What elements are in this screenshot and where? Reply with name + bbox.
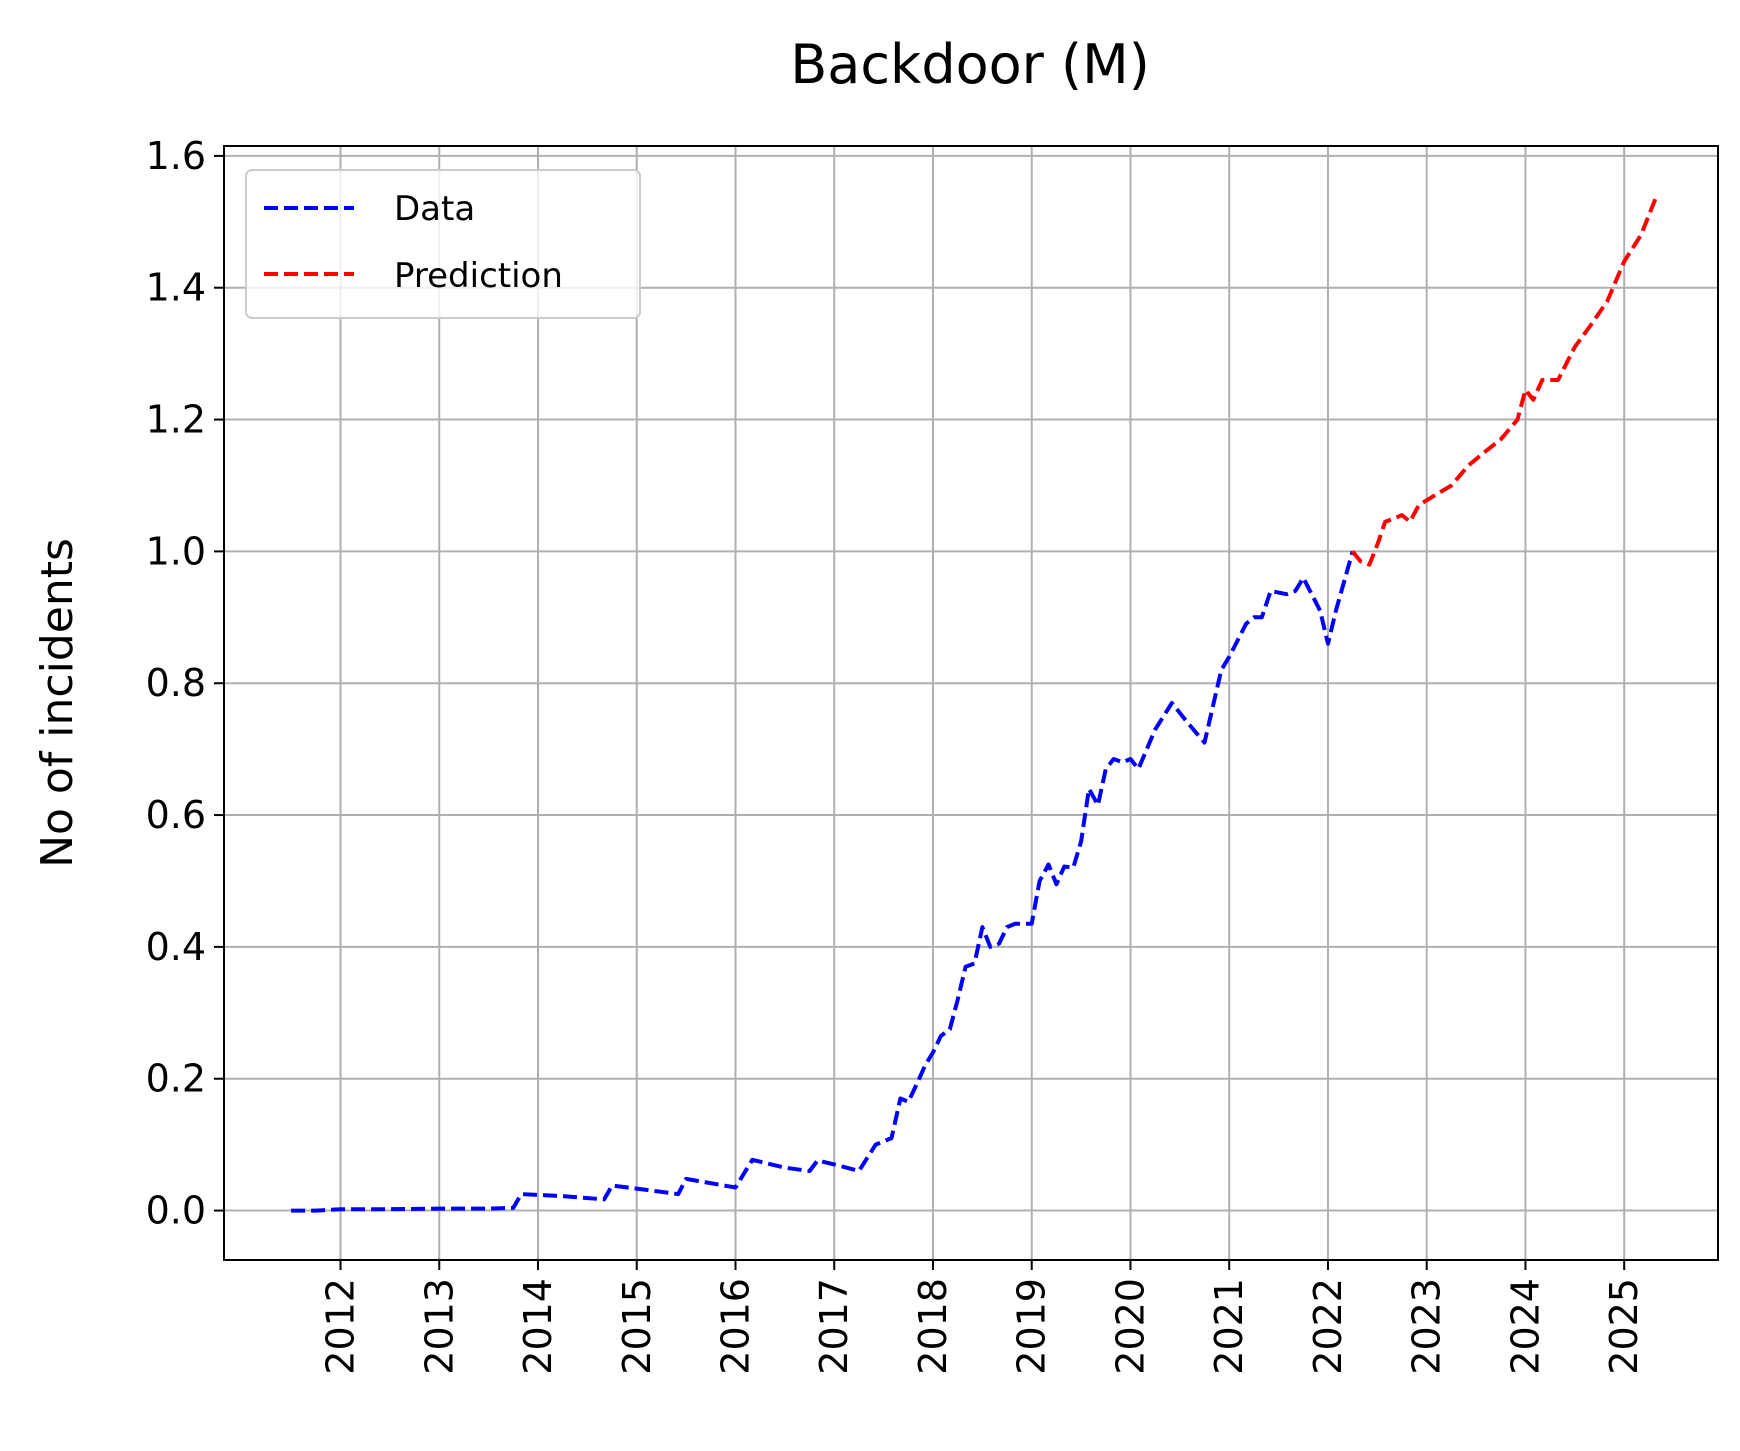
- x-tick-label: 2012: [319, 1278, 363, 1375]
- x-tick-label: 2022: [1306, 1278, 1350, 1375]
- x-tick-label: 2016: [713, 1278, 757, 1375]
- y-tick-label: 0.2: [146, 1057, 206, 1101]
- series-line-prediction: [1351, 194, 1659, 567]
- x-tick-label: 2020: [1108, 1278, 1152, 1375]
- x-tick-label: 2021: [1207, 1278, 1251, 1375]
- series-line-data: [291, 550, 1355, 1213]
- y-tick-label: 0.6: [146, 793, 206, 837]
- y-tick-label: 0.4: [146, 925, 206, 969]
- x-tick-label: 2024: [1503, 1278, 1547, 1375]
- x-tick-label: 2015: [615, 1278, 659, 1375]
- x-tick-label: 2019: [1010, 1278, 1054, 1375]
- legend-label-data: Data: [394, 189, 475, 229]
- x-tick-label: 2017: [812, 1278, 856, 1375]
- x-tick-label: 2013: [417, 1278, 461, 1375]
- grid-lines: [224, 146, 1718, 1260]
- plot-area-frame: [223, 145, 1719, 1261]
- x-tick-label: 2018: [911, 1278, 955, 1375]
- axis-ticks: 2012 2013 2014 2015 2016 2017 2018 2019 2020 2021…: [146, 134, 1647, 1375]
- x-tick-label: 2023: [1405, 1278, 1449, 1375]
- y-tick-label: 1.0: [146, 529, 206, 573]
- y-tick-label: 1.4: [146, 266, 206, 310]
- y-tick-label: 0.0: [146, 1189, 206, 1233]
- series-lines: [291, 194, 1659, 1213]
- chart-title: Backdoor (M): [790, 33, 1150, 96]
- y-tick-label: 1.2: [146, 398, 206, 442]
- y-tick-label: 0.8: [146, 661, 206, 705]
- x-tick-label: 2025: [1602, 1278, 1646, 1375]
- legend: Data Prediction: [245, 169, 641, 319]
- y-axis-label: No of incidents: [32, 538, 83, 868]
- y-tick-label: 1.6: [146, 134, 206, 178]
- x-tick-label: 2014: [516, 1278, 560, 1375]
- legend-label-prediction: Prediction: [394, 256, 563, 296]
